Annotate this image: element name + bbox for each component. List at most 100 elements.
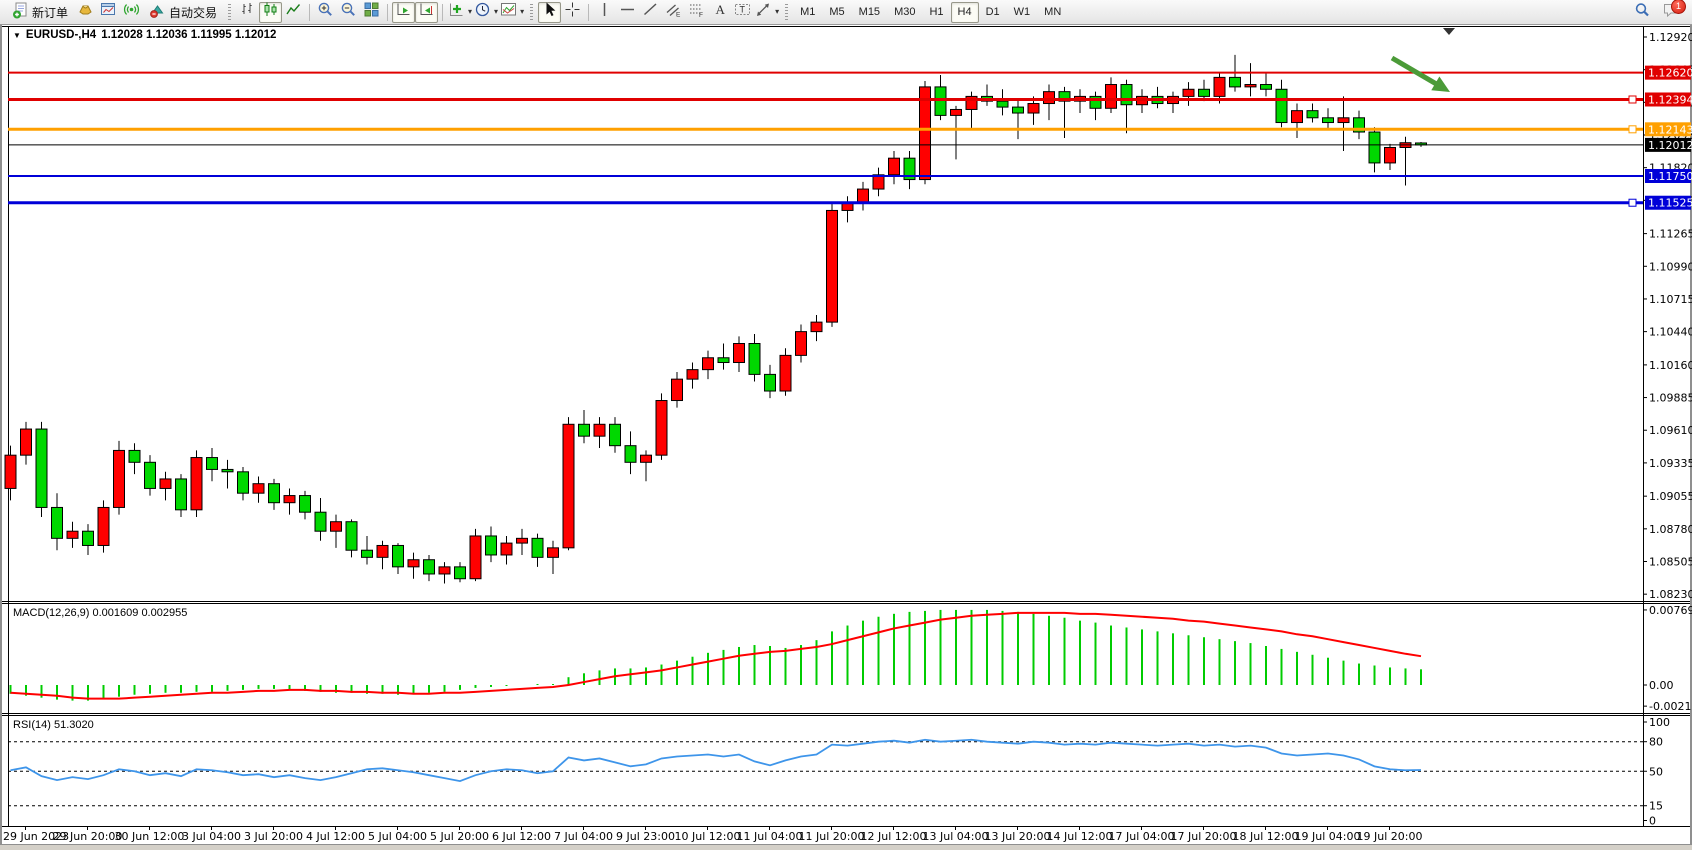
chart-shift-button[interactable]	[415, 1, 439, 23]
new-order-icon	[12, 2, 29, 22]
fibonacci-button[interactable]: F	[685, 2, 708, 23]
notifications-button[interactable]: 1	[1659, 0, 1686, 23]
periods-button[interactable]: ▾	[473, 2, 499, 23]
candle	[1244, 84, 1257, 88]
time-axis-label: 29 Jun 2023	[3, 830, 69, 843]
price-tick-label: 1.10990	[1649, 260, 1692, 273]
search-button[interactable]	[1630, 2, 1653, 23]
auto-scroll-button[interactable]	[392, 1, 416, 23]
candle	[82, 530, 94, 546]
templates-button[interactable]: ▾	[499, 2, 525, 23]
candlestick-chart-button[interactable]	[259, 1, 283, 23]
clock-icon	[474, 1, 491, 23]
candle	[826, 209, 838, 323]
toolbar-drag-handle[interactable]	[228, 3, 232, 21]
time-axis-label: 11 Jul 04:00	[737, 830, 803, 843]
charts-window-button[interactable]	[97, 2, 120, 23]
timeframe-button-h1[interactable]: H1	[929, 6, 944, 18]
time-axis-label: 14 Jul 12:00	[1047, 830, 1113, 843]
chart-title-symbol: EURUSD-,H4	[25, 29, 97, 41]
indicators-button[interactable]: ▾	[447, 2, 473, 23]
candle	[733, 343, 745, 364]
time-axis-label: 12 Jul 12:00	[861, 830, 927, 843]
equidistant-channel-button[interactable]: E	[662, 2, 685, 23]
candle	[593, 423, 606, 437]
timeframe-button-m1[interactable]: M1	[800, 6, 816, 18]
chart-window-icon	[100, 1, 117, 23]
candle	[1368, 131, 1381, 164]
window-left-edge	[0, 25, 2, 850]
signals-button[interactable]	[120, 2, 143, 23]
toolbar-drag-handle[interactable]	[530, 3, 534, 21]
candle	[795, 331, 807, 356]
shapes-button[interactable]: ▾	[754, 2, 780, 23]
gold-ingot-button[interactable]	[74, 2, 97, 23]
timeframe-button-m15[interactable]: M15	[858, 6, 881, 18]
tile-windows-button[interactable]	[360, 2, 383, 23]
candle	[547, 547, 559, 558]
candle	[376, 544, 389, 558]
candle	[237, 471, 249, 494]
svg-text:F: F	[699, 12, 703, 18]
candle	[779, 354, 792, 392]
time-axis-label: 3 Jul 20:00	[244, 830, 303, 843]
auto-trading-button[interactable]: 自动交易	[143, 2, 223, 23]
candle	[97, 506, 110, 546]
candle	[1089, 95, 1102, 109]
tile-windows-icon	[363, 1, 380, 23]
candle	[252, 483, 265, 494]
macd-signal-line	[10, 611, 1422, 700]
candle	[221, 468, 234, 473]
timeframe-button-mn[interactable]: MN	[1044, 6, 1062, 18]
cursor-button[interactable]	[538, 1, 562, 23]
crosshair-button[interactable]	[561, 2, 584, 23]
line-handle[interactable]	[1628, 198, 1637, 207]
horizontal-line-button[interactable]	[616, 2, 639, 23]
new-order-button[interactable]: 新订单	[6, 2, 74, 23]
bar-chart-button[interactable]	[236, 2, 259, 23]
line-handle[interactable]	[1628, 95, 1637, 104]
new-order-label: 新订单	[32, 5, 69, 20]
toolbar-drag-handle[interactable]	[785, 3, 789, 21]
price-tick-label: 1.10440	[1649, 326, 1692, 339]
time-axis-label: 9 Jul 23:00	[616, 830, 675, 843]
trend-line-button[interactable]	[639, 2, 662, 23]
chart-menu-icon[interactable]: ▼	[13, 30, 21, 40]
text-button[interactable]: A	[708, 2, 731, 23]
time-axis-label: 11 Jul 20:00	[799, 830, 865, 843]
price-badge-label: 1.12394	[1648, 93, 1692, 106]
rsi-line	[10, 738, 1422, 783]
arrow-annotation[interactable]	[1390, 55, 1443, 90]
candle	[35, 428, 48, 508]
candle	[919, 86, 931, 181]
candle	[128, 449, 141, 463]
vertical-line-button[interactable]	[593, 2, 616, 23]
line-chart-button[interactable]	[282, 2, 305, 23]
bar-chart-icon	[239, 1, 256, 23]
zoom-out-button[interactable]	[337, 2, 360, 23]
candle	[20, 428, 32, 456]
candle	[423, 559, 435, 575]
time-axis-label: 6 Jul 12:00	[492, 830, 551, 843]
text-label-button[interactable]: T	[731, 2, 754, 23]
timeframe-button-m5[interactable]: M5	[829, 6, 845, 18]
candle	[748, 343, 761, 375]
time-axis-label: 17 Jul 20:00	[1171, 830, 1237, 843]
line-handle[interactable]	[1628, 125, 1637, 134]
timeframe-button-d1[interactable]: D1	[985, 6, 1000, 18]
timeframe-button-h4[interactable]: H4	[950, 1, 979, 23]
timeframe-button-m30[interactable]: M30	[894, 6, 916, 18]
candle	[717, 357, 730, 364]
candle	[299, 495, 311, 513]
zoom-in-button[interactable]	[314, 2, 337, 23]
candle	[268, 483, 280, 504]
candle	[531, 537, 544, 558]
candle	[144, 461, 156, 489]
candle	[810, 321, 823, 333]
candle	[190, 457, 203, 511]
candle	[950, 108, 962, 116]
chart-shift-marker-icon[interactable]	[1443, 28, 1455, 35]
timeframe-button-w1[interactable]: W1	[1013, 6, 1031, 18]
arrow-annotation-head[interactable]	[1431, 76, 1450, 92]
